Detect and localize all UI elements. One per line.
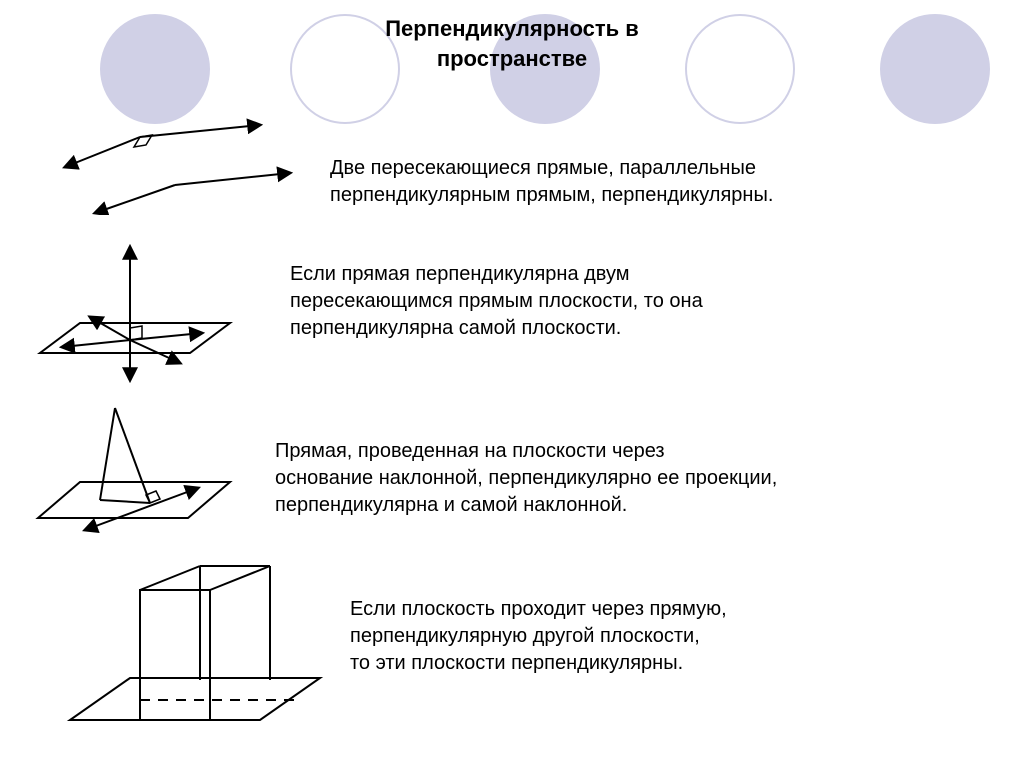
theorem-row-1: Две пересекающиеся прямые, параллельные …: [40, 115, 1000, 215]
title-line-2: пространстве: [437, 46, 587, 71]
title-line-1: Перпендикулярность в: [385, 16, 639, 41]
diagram-3: [20, 400, 250, 550]
diagram-4: [60, 560, 330, 750]
theorem-row-2: Если прямая перпендикулярна двумпересека…: [20, 235, 1000, 385]
theorem-text-1: Две пересекающиеся прямые, параллельные …: [330, 155, 773, 209]
page-title: Перпендикулярность в пространстве: [0, 14, 1024, 73]
theorem-row-3: Прямая, проведенная на плоскости черезос…: [20, 400, 1000, 550]
diagram-2: [20, 235, 250, 385]
diagram-1: [40, 115, 300, 215]
theorem-row-4: Если плоскость проходит через прямую,пер…: [60, 560, 1000, 750]
theorem-text-3: Прямая, проведенная на плоскости черезос…: [275, 438, 777, 519]
theorem-text-2: Если прямая перпендикулярна двумпересека…: [290, 261, 703, 342]
theorem-text-4: Если плоскость проходит через прямую,пер…: [350, 596, 727, 677]
